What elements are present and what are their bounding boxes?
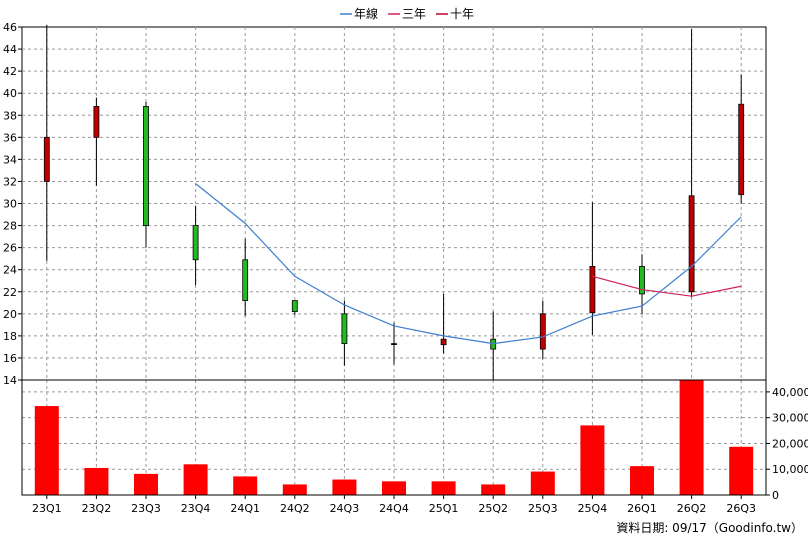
chart-footer: 資料日期: 09/17（Goodinfo.tw） xyxy=(616,521,803,535)
x-tick-label: 24Q4 xyxy=(379,502,409,515)
price-tick-label: 18 xyxy=(3,330,17,343)
price-tick-label: 24 xyxy=(3,264,17,277)
legend-item-1: 三年 xyxy=(388,7,426,21)
candle-body xyxy=(391,343,397,345)
price-tick-label: 20 xyxy=(3,308,17,321)
x-tick-label: 24Q3 xyxy=(330,502,360,515)
volume-tick-label: 40,000 xyxy=(772,386,808,399)
candle-body xyxy=(93,106,100,138)
x-tick-label: 25Q3 xyxy=(528,502,558,515)
candle-23Q2 xyxy=(93,97,100,186)
candle-body xyxy=(738,103,745,196)
price-tick-label: 30 xyxy=(3,198,17,211)
volume-bar-25Q4 xyxy=(580,425,605,495)
x-tick-label: 25Q2 xyxy=(478,502,508,515)
price-tick-label: 34 xyxy=(3,153,17,166)
volume-tick-label: 0 xyxy=(772,489,779,502)
price-tick-label: 36 xyxy=(3,131,17,144)
volume-bar-23Q3 xyxy=(134,473,158,495)
candle-body xyxy=(192,225,199,261)
legend-item-2: 十年 xyxy=(436,7,474,21)
candle-26Q3 xyxy=(738,74,745,204)
x-axis: 23Q1 23Q2 23Q3 23Q4 24Q1 24Q2 24Q3 24Q4 25Q1 25Q2… xyxy=(32,495,756,515)
candle-body xyxy=(143,106,149,226)
price-tick-label: 22 xyxy=(3,286,17,299)
legend-label: 年線 xyxy=(354,6,378,21)
legend-label: 十年 xyxy=(450,7,474,21)
price-tick-label: 26 xyxy=(3,242,17,255)
annual-ma-line xyxy=(195,183,742,345)
volume-bar-26Q1 xyxy=(630,466,654,495)
three-year-ma-line xyxy=(592,275,742,297)
x-tick-label: 26Q1 xyxy=(627,502,657,515)
price-tick-label: 16 xyxy=(3,352,17,365)
candle-24Q3 xyxy=(341,300,348,366)
volume-bar-26Q3 xyxy=(729,446,754,495)
volume-bar-23Q4 xyxy=(183,464,208,495)
price-tick-label: 32 xyxy=(3,175,17,188)
volume-bar-24Q3 xyxy=(332,479,357,495)
candle-body xyxy=(688,195,695,293)
volume-bar-23Q2 xyxy=(84,467,109,495)
price-tick-label: 40 xyxy=(3,87,17,100)
x-tick-label: 25Q1 xyxy=(429,502,459,515)
volume-tick-label: 20,000 xyxy=(772,437,808,450)
legend-item-0: 年線 xyxy=(340,6,378,21)
volume-bar-24Q1 xyxy=(233,476,258,495)
candle-body xyxy=(341,313,348,344)
x-tick-label: 23Q3 xyxy=(131,502,161,515)
x-tick-label: 23Q2 xyxy=(82,502,112,515)
price-panel: 14 16 18 20 22 24 26 28 30 32 34 36 38 40 42 44 46 xyxy=(3,21,767,387)
candle-body xyxy=(639,265,645,295)
candle-25Q3 xyxy=(539,300,546,360)
price-tick-label: 44 xyxy=(3,43,17,56)
x-tick-label: 23Q4 xyxy=(181,502,211,515)
volume-bar-23Q1 xyxy=(34,406,59,495)
volume-tick-label: 10,000 xyxy=(772,463,808,476)
candle-23Q1 xyxy=(43,24,50,261)
candle-body xyxy=(43,136,50,182)
candle-25Q4 xyxy=(589,202,596,335)
volume-tick-label: 30,000 xyxy=(772,412,808,425)
x-tick-label: 25Q4 xyxy=(578,502,608,515)
candle-body xyxy=(539,313,546,350)
price-tick-label: 28 xyxy=(3,220,17,233)
candle-26Q2 xyxy=(688,29,695,298)
price-tick-label: 42 xyxy=(3,65,17,78)
chart-legend: 年線 三年 十年 xyxy=(340,6,474,21)
price-tick-label: 46 xyxy=(3,21,17,34)
candle-24Q1 xyxy=(242,238,249,317)
candle-body xyxy=(589,265,596,314)
candle-body xyxy=(242,259,249,301)
volume-bar-24Q2 xyxy=(282,484,307,495)
volume-bar-25Q3 xyxy=(530,471,555,495)
candle-body xyxy=(291,300,298,313)
candle-24Q2 xyxy=(291,300,298,315)
volume-bar-26Q2 xyxy=(679,380,704,495)
x-tick-label: 26Q2 xyxy=(677,502,707,515)
x-tick-label: 24Q2 xyxy=(280,502,310,515)
candle-24Q4 xyxy=(391,322,397,365)
price-tick-label: 14 xyxy=(3,374,17,387)
x-tick-label: 23Q1 xyxy=(32,502,62,515)
candle-25Q1 xyxy=(440,293,447,354)
price-tick-label: 38 xyxy=(3,109,17,122)
legend-label: 三年 xyxy=(402,7,426,21)
x-tick-label: 24Q1 xyxy=(230,502,260,515)
candle-body xyxy=(440,338,447,346)
x-tick-label: 26Q3 xyxy=(726,502,756,515)
candle-26Q1 xyxy=(639,254,645,314)
volume-panel: 0 10,000 20,000 30,000 40,000 xyxy=(21,379,808,502)
candle-23Q3 xyxy=(143,102,149,248)
volume-bar-25Q2 xyxy=(481,484,506,495)
volume-bar-24Q4 xyxy=(382,481,406,495)
candle-23Q4 xyxy=(192,205,199,286)
volume-bar-25Q1 xyxy=(431,481,456,495)
